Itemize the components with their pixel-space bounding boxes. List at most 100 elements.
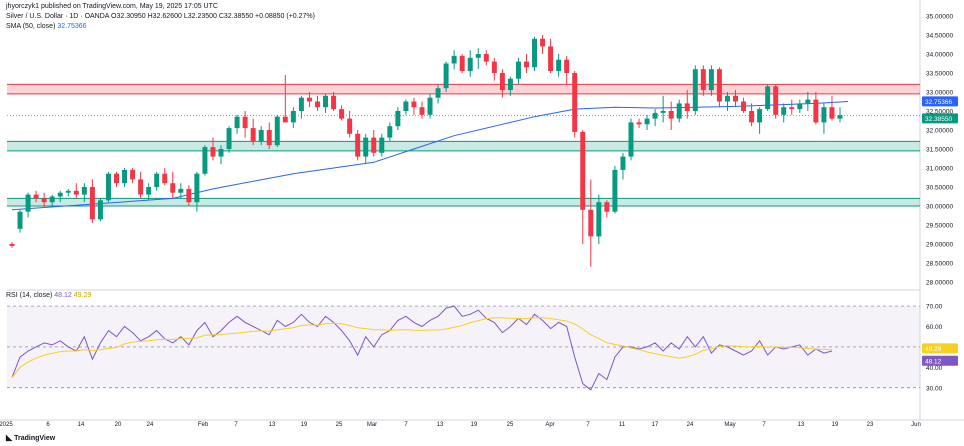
candle-body: [765, 86, 771, 110]
time-tick-label: 25: [336, 422, 343, 428]
rsi-tick-label: 30.00: [926, 385, 943, 392]
rsi-ma-badge-bg: [922, 343, 958, 354]
time-tick-label: 19: [832, 422, 839, 428]
time-tick-label: 17: [652, 422, 659, 428]
time-tick-label: 13: [798, 422, 805, 428]
candle-body: [146, 187, 152, 195]
candle-body: [9, 244, 15, 246]
time-tick-label: 14: [78, 422, 85, 428]
price-tick-label: 30.50000: [926, 185, 953, 192]
candle-body: [459, 55, 465, 72]
last-price-badge: 32.38550: [925, 116, 952, 123]
candle-body: [580, 131, 586, 210]
price-tick-label: 32.50000: [926, 109, 953, 116]
candle-body: [323, 95, 329, 108]
candle-body: [89, 187, 95, 220]
candle-body: [170, 183, 176, 193]
candle-body: [515, 61, 521, 79]
sma-legend[interactable]: SMA (50, close) 32.75366: [6, 23, 87, 30]
time-tick-label: 7: [586, 422, 590, 428]
candle-body: [467, 57, 473, 72]
time-tick-label: 7: [404, 422, 408, 428]
pane-backgrounds: [0, 0, 964, 421]
time-tick-label: 19: [301, 422, 308, 428]
candle-body: [532, 38, 538, 68]
time-tick-label: 13: [269, 422, 276, 428]
tv-icon: ◣: [6, 433, 13, 442]
candle-body: [154, 173, 160, 187]
candle-body: [692, 69, 698, 111]
candle-body: [781, 107, 787, 115]
candle-body: [186, 188, 192, 203]
rsi-line: [11, 305, 833, 391]
candle-body: [411, 101, 417, 108]
candle-body: [290, 111, 296, 123]
time-tick-label: 7: [762, 422, 766, 428]
candle-body: [178, 188, 184, 193]
rsi-legend[interactable]: RSI (14, close) 48.12 49.29: [6, 292, 91, 299]
time-tick-label: 25: [507, 422, 514, 428]
rsi-tick-label: 70.00: [926, 304, 943, 311]
candle-body: [97, 200, 103, 220]
candle-body: [483, 54, 489, 62]
candle-body: [572, 73, 578, 132]
time-tick-label: Apr: [545, 422, 554, 428]
candle-body: [379, 137, 385, 153]
price-tick-label: 28.50000: [926, 261, 953, 268]
time-tick-label: Feb: [198, 422, 209, 428]
candle-body: [130, 169, 136, 180]
instrument-name[interactable]: Silver / U.S. Dollar · 1D · OANDA: [6, 13, 110, 20]
price-tick-label: 34.00000: [926, 52, 953, 59]
candle-body: [250, 128, 256, 142]
candle-body: [700, 69, 706, 91]
rsi-value: 48.12: [54, 292, 72, 299]
candle-body: [644, 118, 650, 125]
sma-path: [11, 101, 849, 211]
support-zone: [7, 198, 920, 206]
candle-body: [548, 46, 554, 72]
candle-body: [724, 95, 730, 102]
candle-body: [443, 63, 449, 89]
price-tick-label: 29.50000: [926, 223, 953, 230]
time-tick-label: 6: [46, 422, 50, 428]
candle-body: [837, 115, 843, 119]
candle-body: [604, 202, 610, 212]
candle-body: [805, 99, 811, 104]
rsi-ma-line: [11, 317, 833, 378]
price-axis: 35.00000 34.50000 34.00000 33.50000 33.00000…: [922, 14, 958, 392]
candle-body: [274, 116, 280, 146]
time-tick-label: 23: [867, 422, 874, 428]
candle-body: [451, 55, 457, 64]
candle-body: [588, 209, 594, 237]
symbol-line: Silver / U.S. Dollar · 1D · OANDA O32.30…: [6, 13, 315, 20]
candle-body: [105, 173, 111, 201]
sma-price-badge-bg: [922, 96, 958, 107]
candle-body: [821, 107, 827, 123]
price-tick-label: 30.00000: [926, 204, 953, 211]
candles[interactable]: [9, 35, 843, 267]
candle-body: [596, 202, 602, 237]
candle-body: [226, 128, 232, 149]
time-tick-label: Mar: [367, 422, 377, 428]
tradingview-logo[interactable]: ◣ TradingView: [6, 433, 55, 442]
candle-body: [523, 61, 529, 68]
time-tick-label: Jun: [911, 422, 921, 428]
sma-value: 32.75366: [57, 23, 87, 30]
candle-body: [194, 173, 200, 203]
candle-body: [57, 192, 63, 197]
candle-body: [628, 122, 634, 157]
candle-body: [363, 137, 369, 157]
published-note: jhyorczyk1 published on TradingView.com,…: [6, 3, 218, 10]
rsi-label: RSI (14, close): [6, 292, 53, 299]
candle-body: [41, 198, 47, 203]
brand-label: TradingView: [14, 435, 56, 442]
rsi-tick-label: 40.00: [926, 365, 943, 372]
candle-body: [266, 130, 272, 146]
candle-body: [298, 97, 304, 111]
candle-body: [660, 111, 666, 113]
candle-body: [676, 103, 682, 119]
candle-body: [403, 101, 409, 111]
candle-body: [684, 103, 690, 111]
candle-body: [789, 107, 795, 110]
